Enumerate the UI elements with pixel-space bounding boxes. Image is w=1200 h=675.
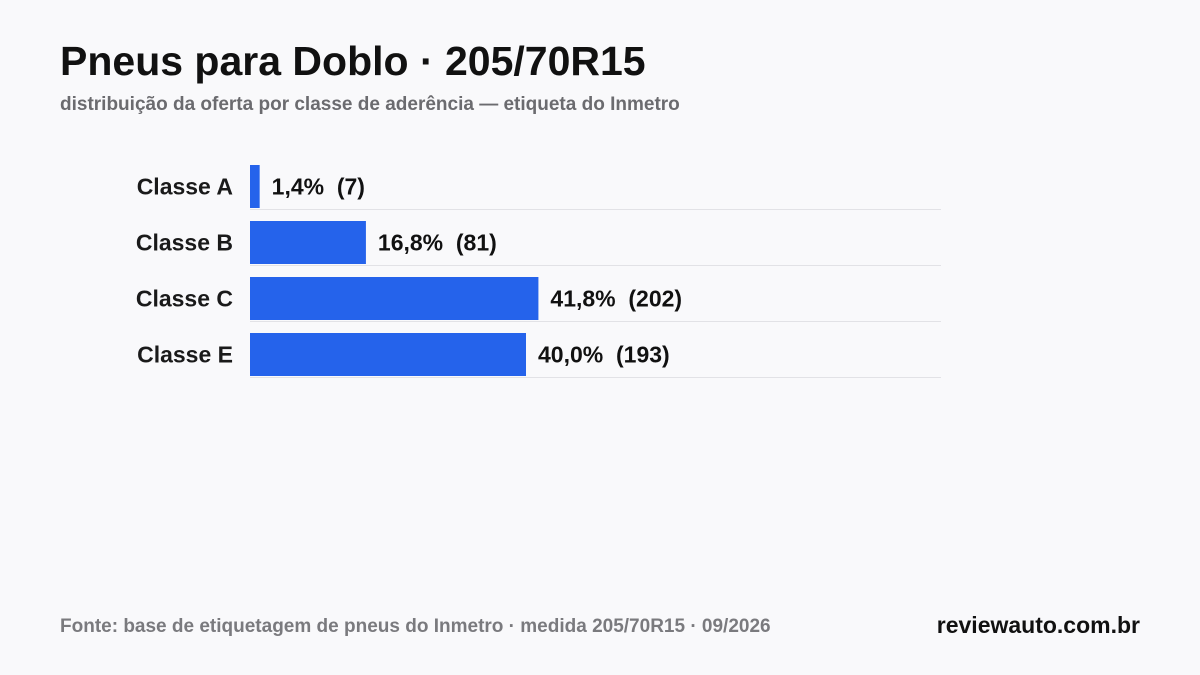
- category-label: Classe C: [136, 286, 233, 312]
- bar: [250, 221, 366, 264]
- category-label: Classe A: [137, 174, 233, 200]
- source-note: Fonte: base de etiquetagem de pneus do I…: [60, 616, 771, 637]
- bar: [250, 165, 260, 208]
- category-label: Classe B: [136, 230, 233, 256]
- data-label: 40,0% (193): [538, 342, 670, 368]
- data-label: 16,8% (81): [378, 230, 497, 256]
- bar: [250, 333, 526, 376]
- brand-logo-text: reviewauto.com.br: [936, 612, 1140, 638]
- category-label: Classe E: [137, 342, 233, 368]
- chart-subtitle: distribuição da oferta por classe de ade…: [60, 94, 680, 115]
- bar: [250, 277, 539, 320]
- chart-title: Pneus para Doblo · 205/70R15: [60, 38, 646, 84]
- data-label: 1,4% (7): [272, 174, 365, 200]
- data-label: 41,8% (202): [550, 286, 682, 312]
